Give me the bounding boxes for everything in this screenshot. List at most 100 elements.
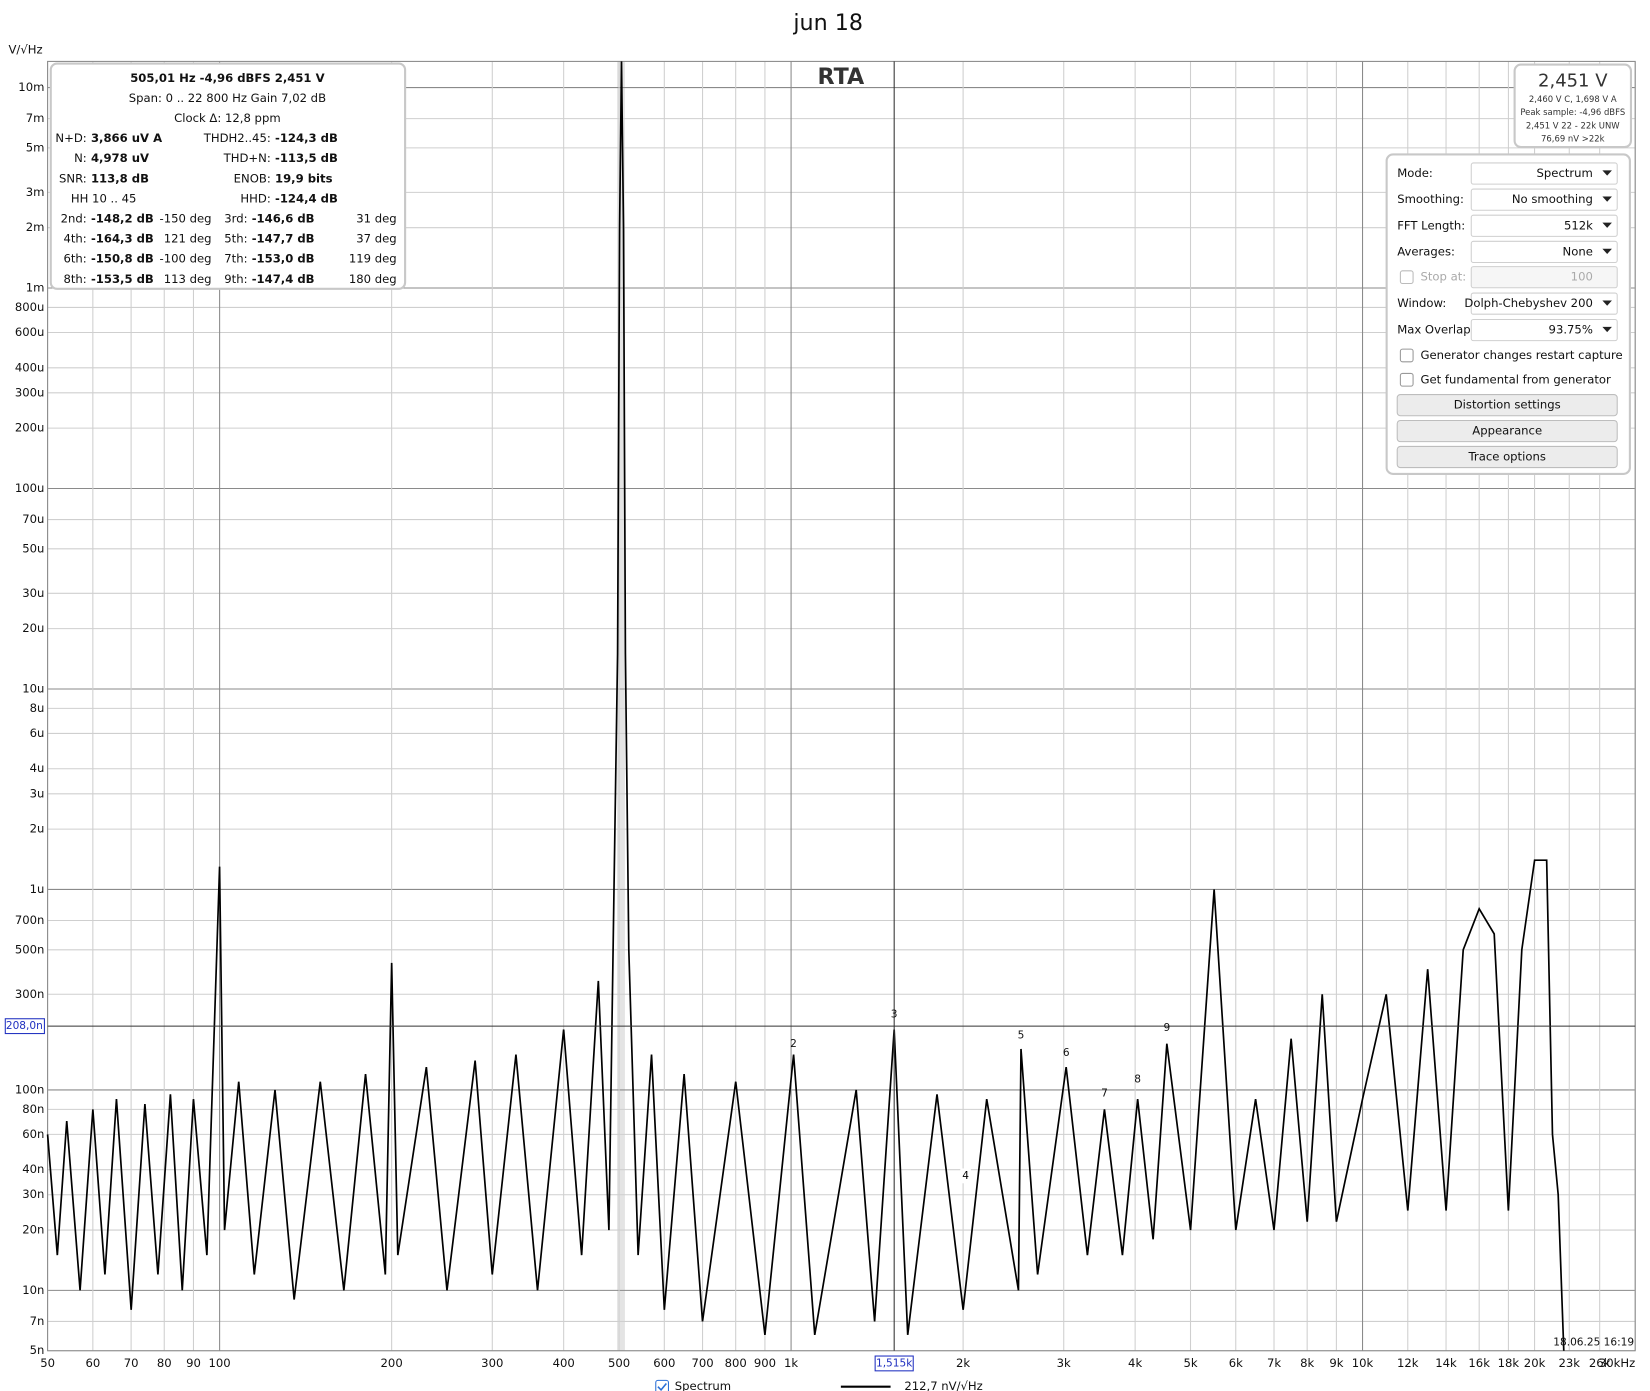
stat-label: ENOB: bbox=[234, 171, 271, 185]
harmonic-value: -153,0 dB bbox=[252, 252, 315, 266]
dropdown[interactable] bbox=[1470, 318, 1618, 342]
stat-label: THDH2..45: bbox=[203, 131, 271, 145]
y-tick-label: 70u bbox=[22, 512, 44, 526]
harmonic-label: 7th: bbox=[224, 252, 247, 266]
harmonic-label: 9th: bbox=[224, 272, 247, 286]
harmonic-marker: 2 bbox=[790, 1038, 797, 1050]
y-tick-label: 3u bbox=[30, 786, 45, 800]
x-tick-label: 12k bbox=[1397, 1356, 1419, 1370]
harmonic-marker: 4 bbox=[962, 1170, 969, 1182]
legend-check bbox=[657, 1383, 667, 1391]
button[interactable] bbox=[1396, 394, 1618, 417]
y-tick-label: 600u bbox=[15, 325, 45, 339]
dropdown[interactable] bbox=[1470, 162, 1618, 185]
info-header: 505,01 Hz -4,96 dBFS 2,451 V bbox=[130, 71, 324, 85]
y-tick-label: 6u bbox=[30, 726, 45, 740]
y-tick-label: 5n bbox=[30, 1343, 45, 1357]
button-label: Appearance bbox=[1472, 424, 1542, 438]
level-line: 2,460 V C, 1,698 V A bbox=[1529, 94, 1617, 104]
harmonic-phase: 31 deg bbox=[356, 212, 396, 226]
checkbox[interactable] bbox=[1399, 270, 1414, 285]
y-tick-label: 40n bbox=[22, 1162, 44, 1176]
x-tick-label: 70 bbox=[124, 1356, 139, 1370]
dropdown-value: 100 bbox=[1571, 270, 1593, 284]
dropdown-value: 93.75% bbox=[1549, 323, 1593, 337]
harmonic-marker: 7 bbox=[1101, 1087, 1108, 1099]
level-panel bbox=[1513, 63, 1633, 149]
x-tick-label: 1k bbox=[784, 1356, 798, 1370]
info-panel bbox=[49, 62, 407, 290]
level-main: 2,451 V bbox=[1538, 71, 1608, 92]
y-tick-label: 500n bbox=[15, 942, 45, 956]
y-tick-label: 60n bbox=[22, 1127, 44, 1141]
x-tick-label: 400 bbox=[553, 1356, 575, 1370]
dropdown-value: Dolph-Chebyshev 200 bbox=[1464, 296, 1592, 310]
button-label: Distortion settings bbox=[1454, 398, 1561, 412]
harmonic-label: 6th: bbox=[63, 252, 86, 266]
y-tick-label: 100n bbox=[15, 1082, 45, 1096]
cursor-x-label: 1,515k bbox=[876, 1357, 913, 1369]
y-tick-label: 30u bbox=[22, 586, 44, 600]
harmonic-label: 4th: bbox=[63, 232, 86, 246]
harmonic-label: 5th: bbox=[224, 232, 247, 246]
info-header: Span: 0 .. 22 800 Hz Gain 7,02 dB bbox=[129, 91, 326, 105]
control-label: Stop at: bbox=[1420, 270, 1466, 284]
x-tick-label: 50 bbox=[40, 1356, 55, 1370]
stat-label: HH 10 .. 45 bbox=[71, 191, 137, 205]
checkbox-label: Generator changes restart capture bbox=[1420, 348, 1622, 362]
stat-label: N: bbox=[74, 151, 87, 165]
fundamental-band bbox=[617, 61, 625, 1351]
stat-value: -124,3 dB bbox=[275, 131, 338, 145]
dropdown-value: No smoothing bbox=[1512, 192, 1593, 206]
stat-label: N+D: bbox=[55, 131, 86, 145]
dropdown[interactable] bbox=[1470, 240, 1618, 264]
x-tick-label: 200 bbox=[381, 1356, 403, 1370]
x-tick-label: 5k bbox=[1183, 1356, 1197, 1370]
y-tick-label: 200u bbox=[15, 421, 45, 435]
x-tick-label: 7k bbox=[1267, 1356, 1281, 1370]
x-tick-label: 300 bbox=[481, 1356, 503, 1370]
dropdown-arrow bbox=[1602, 170, 1612, 176]
y-tick-label: 50u bbox=[22, 541, 44, 555]
button[interactable] bbox=[1396, 445, 1618, 469]
stat-label: SNR: bbox=[59, 171, 87, 185]
harmonic-value: -148,2 dB bbox=[91, 212, 154, 226]
rta-label: RTA bbox=[818, 64, 866, 90]
dropdown[interactable] bbox=[1470, 188, 1618, 211]
x-tick-label: 23k bbox=[1558, 1356, 1580, 1370]
dropdown-arrow bbox=[1602, 248, 1612, 255]
cursor-y-label: 208,0n bbox=[6, 1020, 43, 1032]
stat-value: -124,4 dB bbox=[275, 191, 338, 205]
dropdown[interactable] bbox=[1470, 214, 1618, 237]
y-tick-label: 20u bbox=[22, 621, 44, 635]
y-tick-label: 400u bbox=[15, 360, 45, 374]
harmonic-phase: 113 deg bbox=[164, 272, 212, 286]
dropdown bbox=[1470, 266, 1618, 289]
dropdown-value: Spectrum bbox=[1537, 166, 1593, 180]
button[interactable] bbox=[1396, 419, 1618, 443]
timestamp: 18.06.25 16:19 bbox=[1553, 1336, 1634, 1348]
x-tick-label: 700 bbox=[691, 1356, 713, 1370]
checkbox[interactable] bbox=[1399, 348, 1414, 363]
y-tick-label: 4u bbox=[30, 761, 45, 775]
harmonic-value: -147,7 dB bbox=[252, 232, 315, 246]
checkbox-label: Get fundamental from generator bbox=[1420, 372, 1611, 386]
x-tick-label: 2k bbox=[956, 1356, 970, 1370]
button-label: Trace options bbox=[1468, 449, 1546, 463]
x-tick-label: 6k bbox=[1229, 1356, 1243, 1370]
checkbox[interactable] bbox=[1399, 372, 1414, 387]
harmonic-marker: 9 bbox=[1163, 1022, 1170, 1034]
harmonic-phase: 37 deg bbox=[356, 232, 396, 246]
spectrum-line bbox=[46, 61, 1565, 1351]
harmonic-value: -164,3 dB bbox=[91, 232, 154, 246]
y-tick-label: 10n bbox=[22, 1283, 44, 1297]
dropdown-arrow bbox=[1602, 196, 1612, 202]
y-tick-label: 1m bbox=[26, 281, 45, 295]
dropdown[interactable] bbox=[1470, 292, 1618, 315]
control-label: Smoothing: bbox=[1397, 192, 1464, 206]
cursor-y-box bbox=[4, 1018, 45, 1035]
y-tick-label: 800u bbox=[15, 300, 45, 314]
harmonic-value: -146,6 dB bbox=[252, 212, 315, 226]
dropdown-value: None bbox=[1563, 244, 1593, 258]
y-tick-label: 1u bbox=[30, 882, 45, 896]
